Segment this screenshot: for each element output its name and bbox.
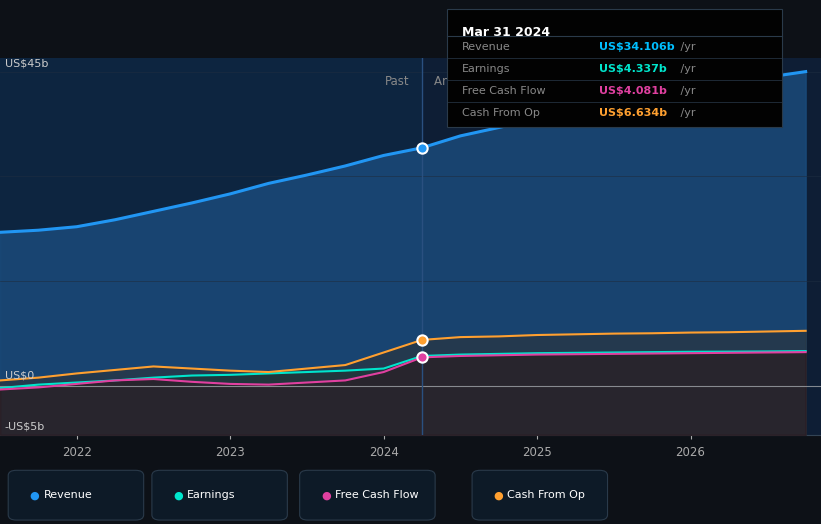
Text: Revenue: Revenue — [462, 42, 511, 52]
Text: -US$5b: -US$5b — [5, 421, 45, 431]
Text: ●: ● — [30, 490, 39, 500]
Text: ●: ● — [173, 490, 183, 500]
Bar — [422, 58, 821, 435]
Text: /yr: /yr — [677, 108, 696, 118]
Text: Past: Past — [385, 75, 410, 88]
Text: Free Cash Flow: Free Cash Flow — [335, 490, 419, 500]
Point — [415, 336, 429, 344]
Point — [415, 144, 429, 152]
Text: /yr: /yr — [677, 42, 696, 52]
Text: US$4.081b: US$4.081b — [599, 86, 667, 96]
Point — [415, 353, 429, 362]
Text: Free Cash Flow: Free Cash Flow — [462, 86, 546, 96]
Text: Earnings: Earnings — [187, 490, 236, 500]
Text: US$34.106b: US$34.106b — [599, 42, 675, 52]
Text: Cash From Op: Cash From Op — [462, 108, 540, 118]
Text: /yr: /yr — [677, 86, 696, 96]
Text: Analysts Forecasts: Analysts Forecasts — [434, 75, 544, 88]
Bar — [0, 58, 422, 435]
Text: US$45b: US$45b — [5, 58, 48, 68]
Text: US$6.634b: US$6.634b — [599, 108, 667, 118]
Text: US$0: US$0 — [5, 370, 34, 380]
Text: US$4.337b: US$4.337b — [599, 64, 667, 74]
Text: Earnings: Earnings — [462, 64, 511, 74]
Text: Revenue: Revenue — [44, 490, 92, 500]
Text: /yr: /yr — [677, 64, 696, 74]
Text: ●: ● — [493, 490, 503, 500]
Text: Cash From Op: Cash From Op — [507, 490, 585, 500]
Text: Mar 31 2024: Mar 31 2024 — [462, 26, 550, 39]
Text: ●: ● — [321, 490, 331, 500]
